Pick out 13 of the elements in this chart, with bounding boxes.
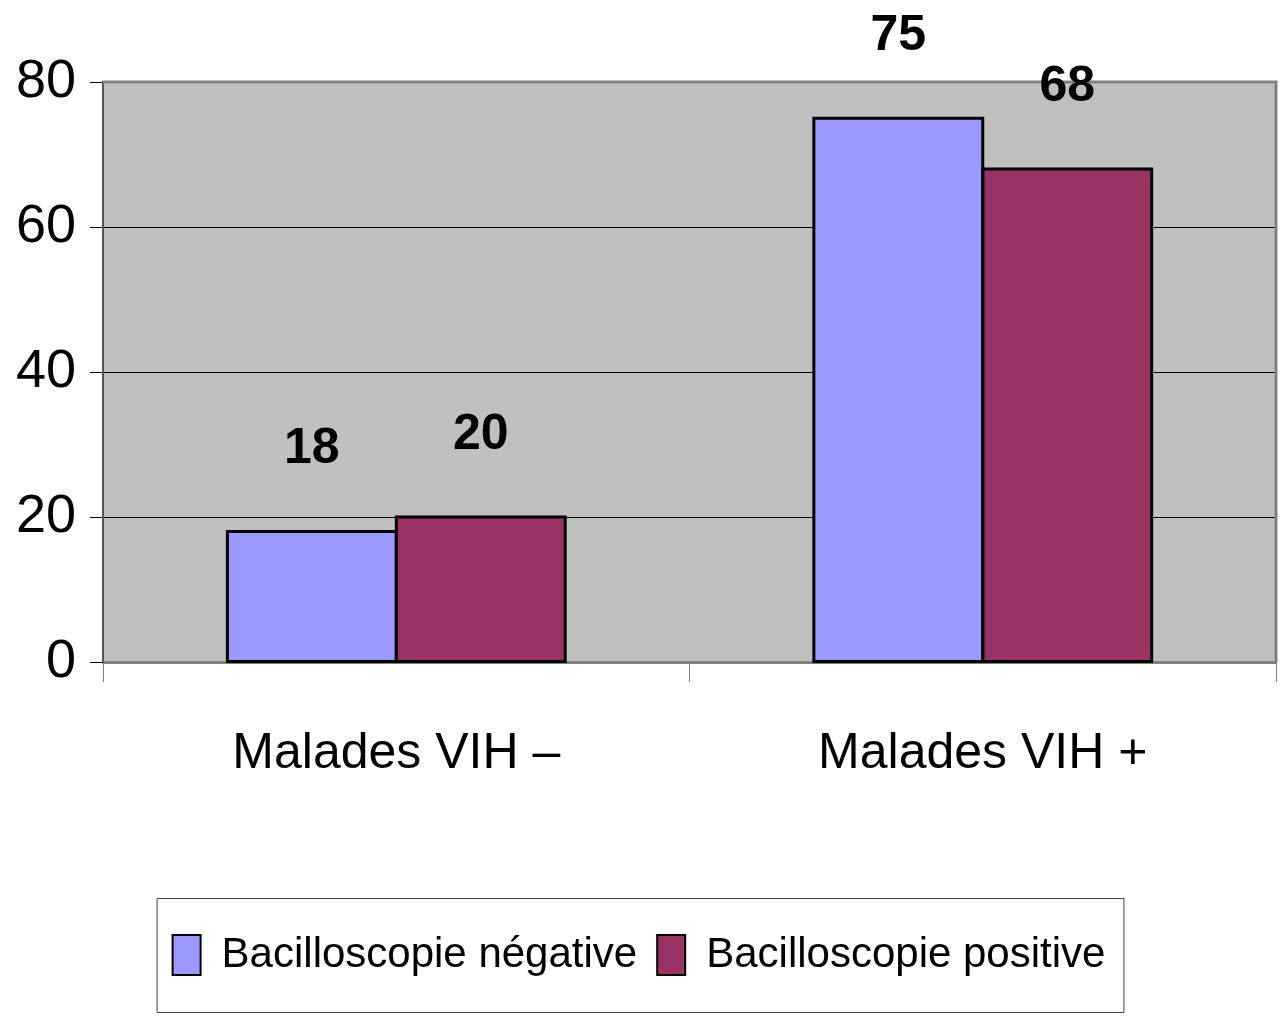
data-label: 68 [1039, 55, 1096, 112]
y-tick-label: 40 [15, 337, 77, 398]
y-tick-label: 60 [15, 192, 77, 253]
data-label: 18 [284, 418, 340, 475]
y-tick-label: 0 [46, 627, 77, 688]
y-tick-label: 80 [15, 47, 77, 108]
x-tick-label: Malades VIH + [818, 722, 1148, 779]
data-label: 75 [870, 5, 927, 62]
x-tick-label: Malades VIH – [232, 722, 561, 779]
data-label: 20 [452, 403, 509, 460]
legend-label: Bacilloscopie positive [706, 928, 1106, 976]
y-tick-label: 20 [15, 482, 77, 543]
legend-label: Bacilloscopie négative [221, 928, 638, 976]
